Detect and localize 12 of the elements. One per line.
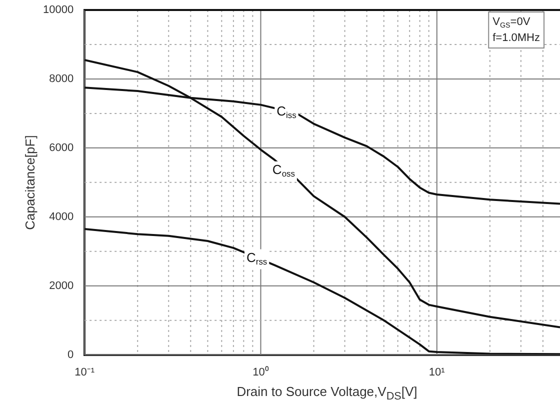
- x-tick-label: 10¹: [428, 366, 446, 378]
- y-tick-label: 4000: [49, 210, 74, 223]
- y-axis-title: Capacitance[pF]: [22, 134, 38, 232]
- x-tick-label: 10⁻¹: [74, 366, 95, 378]
- x-tick-label: 10⁰: [252, 365, 269, 378]
- y-tick-label: 6000: [49, 142, 74, 154]
- y-tick-label: 8000: [49, 72, 74, 85]
- annotation: f=1.0MHz: [492, 32, 540, 44]
- y-tick-label: 0: [67, 348, 74, 361]
- x-axis-title: Drain to Source Voltage,V$_{DS}$[V]: [236, 384, 418, 403]
- y-tick-label: 2000: [49, 280, 74, 292]
- y-tick-label: 10000: [42, 4, 74, 16]
